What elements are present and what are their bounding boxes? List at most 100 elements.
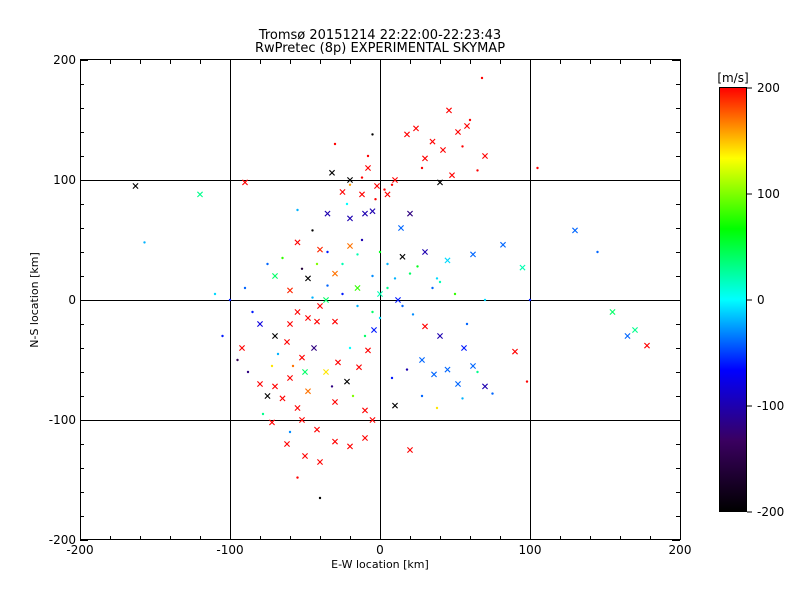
data-point-cross-stroke bbox=[347, 243, 353, 249]
data-point-cross bbox=[413, 125, 419, 132]
data-point-cross-stroke bbox=[392, 177, 398, 183]
data-point-dot bbox=[315, 262, 319, 266]
data-point-cross bbox=[332, 438, 338, 445]
data-point-dot bbox=[536, 166, 539, 170]
data-point-cross bbox=[242, 179, 248, 186]
data-point-cross bbox=[429, 138, 436, 145]
data-point-cross bbox=[470, 363, 476, 369]
data-point-cross bbox=[362, 407, 368, 414]
data-point-dot bbox=[390, 376, 394, 380]
data-point-cross-stroke bbox=[305, 388, 311, 395]
data-point-cross bbox=[294, 239, 301, 246]
data-point-dot bbox=[360, 238, 364, 242]
data-point-dot bbox=[266, 262, 269, 266]
data-point-dot bbox=[311, 229, 314, 232]
data-point-cross bbox=[422, 249, 428, 255]
data-point-dot bbox=[326, 284, 329, 287]
data-point-cross bbox=[269, 419, 275, 426]
data-point-cross bbox=[279, 395, 286, 402]
data-point-cross-stroke bbox=[399, 253, 406, 260]
data-point-cross bbox=[323, 297, 329, 303]
data-point-cross-stroke bbox=[482, 153, 488, 159]
data-point-dot bbox=[411, 313, 415, 316]
data-point-dot bbox=[291, 364, 295, 368]
y-axis-tick-labels: -200 -100 0 100 200 bbox=[49, 53, 76, 547]
data-point-cross bbox=[455, 381, 461, 387]
data-point-cross-stroke bbox=[284, 339, 290, 345]
data-point-cross bbox=[365, 165, 371, 171]
data-point-dot bbox=[143, 241, 146, 244]
data-point-cross bbox=[257, 381, 263, 387]
data-point-cross-stroke bbox=[294, 405, 301, 411]
data-point-cross-stroke bbox=[269, 419, 275, 426]
data-point-cross bbox=[356, 364, 362, 371]
data-point-cross bbox=[464, 123, 470, 129]
data-point-dot bbox=[213, 292, 217, 296]
data-point-dot bbox=[393, 277, 397, 280]
data-point-cross-stroke bbox=[197, 191, 203, 198]
data-point-dot bbox=[300, 267, 304, 270]
data-point-cross bbox=[324, 210, 331, 217]
data-point-cross bbox=[305, 388, 311, 395]
data-point-cross-stroke bbox=[284, 441, 290, 447]
data-point-cross bbox=[444, 257, 451, 264]
data-point-dot bbox=[378, 316, 382, 320]
data-point-cross bbox=[437, 179, 443, 186]
data-point-dot bbox=[525, 380, 529, 383]
data-point-cross-stroke bbox=[324, 210, 331, 217]
colorbar-tick-label: 200 bbox=[757, 81, 780, 95]
data-point-cross-stroke bbox=[519, 264, 526, 271]
data-point-dot bbox=[480, 76, 484, 80]
data-point-cross bbox=[264, 393, 271, 399]
data-point-dot bbox=[270, 364, 274, 368]
data-point-dot bbox=[228, 298, 232, 302]
data-point-dot bbox=[453, 292, 457, 296]
data-point-cross bbox=[440, 147, 446, 153]
data-point-cross-stroke bbox=[272, 383, 278, 390]
data-point-cross-stroke bbox=[287, 375, 293, 381]
data-point-cross bbox=[404, 131, 410, 138]
data-point-cross-stroke bbox=[356, 364, 362, 371]
data-point-cross-stroke bbox=[365, 347, 371, 354]
data-point-cross-stroke bbox=[500, 241, 506, 248]
data-point-cross-stroke bbox=[299, 417, 305, 423]
x-tick-label: 200 bbox=[669, 543, 692, 557]
data-point-cross bbox=[362, 435, 368, 441]
data-point-cross-stroke bbox=[317, 246, 323, 253]
data-point-dot bbox=[281, 256, 284, 260]
data-point-dot bbox=[366, 154, 370, 158]
y-tick-label: 200 bbox=[53, 53, 76, 67]
data-point-cross-stroke bbox=[314, 318, 320, 325]
data-point-cross-stroke bbox=[332, 318, 338, 325]
chart-title: Tromsø 20151214 22:22:00-22:23:43 bbox=[258, 28, 501, 43]
data-point-cross bbox=[392, 402, 398, 409]
y-axis-title: N-S location [km] bbox=[28, 252, 41, 348]
data-point-cross bbox=[317, 246, 323, 253]
data-point-cross bbox=[371, 327, 377, 333]
data-point-cross bbox=[359, 191, 365, 198]
data-point-cross bbox=[644, 342, 650, 349]
colorbar: [m/s] 200 100 0 -100 -200 bbox=[717, 71, 784, 519]
data-point-cross-stroke bbox=[470, 363, 476, 369]
data-point-dot bbox=[345, 202, 349, 206]
data-point-cross bbox=[272, 333, 278, 339]
data-point-cross-stroke bbox=[257, 381, 263, 387]
data-point-cross bbox=[317, 459, 323, 465]
colorbar-tick-label: -100 bbox=[757, 399, 784, 413]
data-point-cross-stroke bbox=[464, 123, 470, 129]
data-point-cross bbox=[287, 375, 293, 381]
data-point-dot bbox=[491, 392, 494, 395]
data-point-cross-stroke bbox=[413, 125, 419, 132]
data-point-cross bbox=[335, 359, 341, 366]
data-point-cross-stroke bbox=[323, 369, 329, 375]
data-point-cross-stroke bbox=[449, 172, 455, 179]
data-point-cross bbox=[305, 275, 311, 282]
data-point-cross-stroke bbox=[347, 215, 353, 222]
data-point-dot bbox=[261, 412, 265, 416]
data-point-cross-stroke bbox=[455, 381, 461, 387]
data-point-cross bbox=[287, 287, 293, 294]
data-point-cross-stroke bbox=[440, 147, 446, 153]
data-point-cross bbox=[332, 399, 338, 405]
data-point-cross bbox=[470, 251, 476, 258]
data-point-dot bbox=[318, 496, 322, 500]
